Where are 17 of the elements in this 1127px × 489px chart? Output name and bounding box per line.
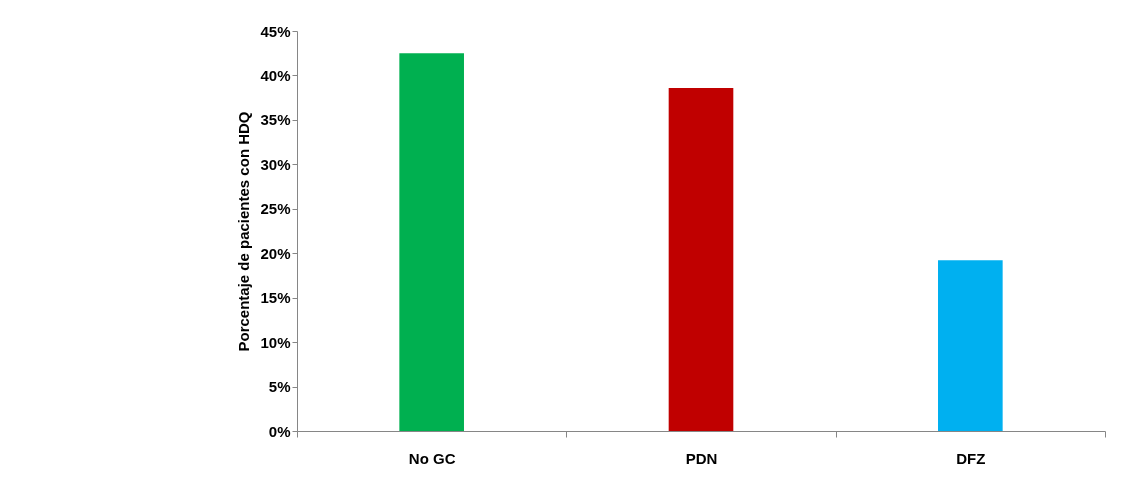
y-tick-label: 45% bbox=[260, 22, 291, 40]
y-tick-label: 5% bbox=[268, 378, 291, 396]
y-tick-label: 25% bbox=[260, 200, 291, 218]
y-tick-label: 0% bbox=[268, 422, 291, 440]
x-tick-label: DFZ bbox=[956, 449, 986, 467]
x-tick-label: No GC bbox=[408, 449, 456, 467]
y-tick-label: 15% bbox=[260, 289, 291, 307]
x-tick-label: PDN bbox=[685, 449, 718, 467]
y-tick-label: 30% bbox=[260, 155, 291, 173]
y-tick-label: 20% bbox=[260, 244, 291, 262]
y-axis-title: Porcentaje de pacientes con HDQ bbox=[235, 111, 253, 352]
y-tick-label: 35% bbox=[260, 111, 291, 129]
bar bbox=[399, 53, 464, 431]
y-tick-label: 40% bbox=[260, 66, 291, 84]
y-tick-label: 10% bbox=[260, 333, 291, 351]
bar bbox=[938, 260, 1003, 431]
bar bbox=[668, 87, 734, 431]
